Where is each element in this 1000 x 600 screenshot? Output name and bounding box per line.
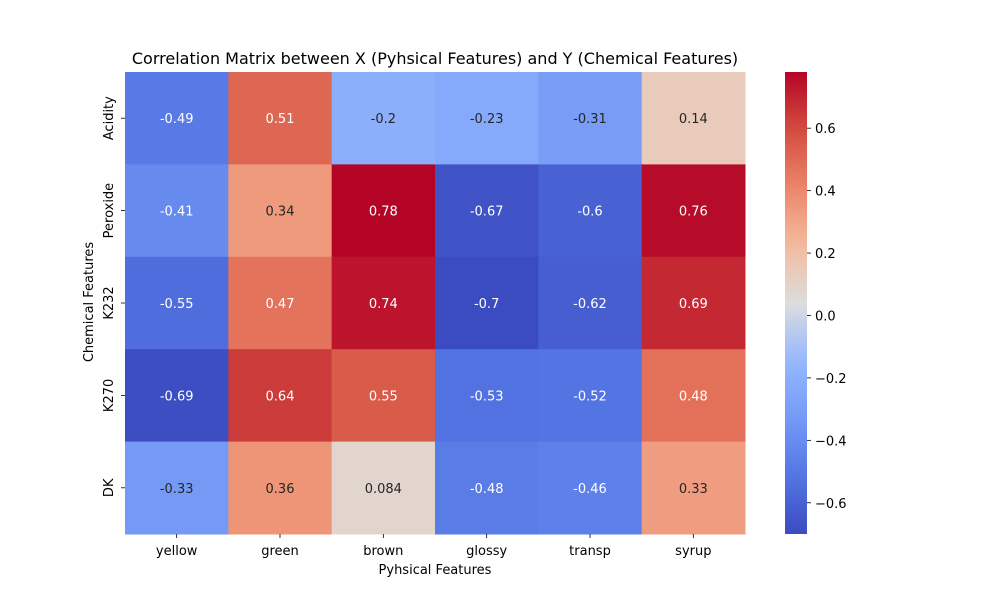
heatmap-cell bbox=[125, 256, 229, 350]
colorbar-tick-label: −0.4 bbox=[815, 434, 847, 449]
x-tick-label: brown bbox=[363, 544, 403, 559]
heatmap-cell bbox=[538, 256, 643, 350]
cell-value-label: -0.2 bbox=[371, 112, 396, 127]
cell-value-label: 0.33 bbox=[679, 482, 708, 497]
colorbar-tick-label: −0.2 bbox=[815, 372, 847, 387]
colorbar-tick-label: 0.6 bbox=[815, 122, 836, 137]
heatmap-cell bbox=[331, 256, 436, 350]
heatmap-cell bbox=[641, 441, 746, 535]
cell-value-label: 0.51 bbox=[266, 112, 295, 127]
x-axis-label: Pyhsical Features bbox=[379, 563, 492, 578]
heatmap-cells: -0.49 0.51 -0.2 -0.23 -0.31 0.14 -0.41 0.34 0.78… bbox=[125, 72, 746, 535]
heatmap-cell bbox=[331, 441, 436, 535]
cell-value-label: 0.47 bbox=[266, 297, 295, 312]
cell-value-label: 0.084 bbox=[365, 482, 402, 497]
heatmap-cell bbox=[125, 72, 229, 165]
x-tick-label: syrup bbox=[675, 544, 711, 559]
colorbar-tick-label: 0.4 bbox=[815, 185, 836, 200]
y-axis-label: Chemical Features bbox=[82, 242, 97, 363]
heatmap-cell bbox=[125, 349, 229, 443]
heatmap-cell bbox=[331, 349, 436, 443]
cell-value-label: 0.76 bbox=[679, 205, 708, 220]
cell-value-label: 0.55 bbox=[369, 389, 398, 404]
cell-value-label: 0.64 bbox=[266, 389, 295, 404]
cell-value-label: -0.53 bbox=[470, 389, 504, 404]
cell-value-label: 0.34 bbox=[266, 205, 295, 220]
x-axis-ticks: yellow green brown glossy transp syrup bbox=[156, 534, 711, 559]
colorbar-tick-label: 0.0 bbox=[815, 309, 836, 324]
heatmap-cell bbox=[435, 164, 539, 258]
heatmap-cell bbox=[228, 349, 333, 443]
y-tick-label: DK bbox=[102, 478, 117, 497]
y-tick-label: K232 bbox=[102, 286, 117, 319]
cell-value-label: -0.55 bbox=[160, 297, 194, 312]
heatmap-cell bbox=[435, 441, 539, 535]
cell-value-label: -0.6 bbox=[577, 205, 602, 220]
colorbar-tick-label: 0.2 bbox=[815, 247, 836, 262]
cell-value-label: 0.48 bbox=[679, 389, 708, 404]
cell-value-label: -0.67 bbox=[470, 205, 504, 220]
cell-value-label: -0.46 bbox=[573, 482, 607, 497]
cell-value-label: -0.69 bbox=[160, 389, 194, 404]
heatmap-cell bbox=[435, 72, 539, 165]
x-tick-label: yellow bbox=[156, 544, 198, 559]
y-tick-label: Acidity bbox=[102, 96, 117, 140]
heatmap-cell bbox=[538, 164, 643, 258]
chart-title: Correlation Matrix between X (Pyhsical F… bbox=[132, 49, 738, 68]
y-tick-label: Peroxide bbox=[102, 183, 117, 239]
heatmap-cell bbox=[435, 349, 539, 443]
heatmap-cell bbox=[538, 441, 643, 535]
x-tick-label: transp bbox=[569, 544, 611, 559]
colorbar bbox=[785, 72, 807, 534]
cell-value-label: -0.7 bbox=[474, 297, 499, 312]
cell-value-label: -0.31 bbox=[573, 112, 607, 127]
heatmap-cell bbox=[228, 164, 333, 258]
heatmap-cell bbox=[538, 72, 643, 165]
heatmap-cell bbox=[331, 164, 436, 258]
heatmap-cell bbox=[125, 441, 229, 535]
heatmap-cell bbox=[125, 164, 229, 258]
cell-value-label: -0.33 bbox=[160, 482, 194, 497]
heatmap-cell bbox=[228, 256, 333, 350]
y-tick-label: K270 bbox=[102, 379, 117, 412]
x-tick-label: glossy bbox=[466, 544, 507, 559]
colorbar-ticks: −0.6 −0.4 −0.2 0.0 0.2 0.4 0.6 bbox=[807, 122, 847, 512]
heatmap-cell bbox=[228, 441, 333, 535]
cell-value-label: 0.14 bbox=[679, 112, 708, 127]
cell-value-label: -0.49 bbox=[160, 112, 194, 127]
heatmap-cell bbox=[641, 164, 746, 258]
heatmap-cell bbox=[331, 72, 436, 165]
cell-value-label: -0.23 bbox=[470, 112, 504, 127]
cell-value-label: 0.36 bbox=[266, 482, 295, 497]
heatmap-cell bbox=[641, 72, 746, 165]
cell-value-label: 0.78 bbox=[369, 205, 398, 220]
x-tick-label: green bbox=[261, 544, 299, 559]
heatmap-cell bbox=[435, 256, 539, 350]
heatmap-cell bbox=[538, 349, 643, 443]
cell-value-label: -0.62 bbox=[573, 297, 607, 312]
heatmap-cell bbox=[641, 349, 746, 443]
cell-value-label: -0.48 bbox=[470, 482, 504, 497]
cell-value-label: -0.52 bbox=[573, 389, 607, 404]
cell-value-label: 0.74 bbox=[369, 297, 398, 312]
cell-value-label: -0.41 bbox=[160, 205, 194, 220]
heatmap-cell bbox=[641, 256, 746, 350]
cell-value-label: 0.69 bbox=[679, 297, 708, 312]
colorbar-tick-label: −0.6 bbox=[815, 497, 847, 512]
heatmap-cell bbox=[228, 72, 333, 165]
y-axis-ticks: Acidity Peroxide K232 K270 DK bbox=[102, 96, 125, 497]
